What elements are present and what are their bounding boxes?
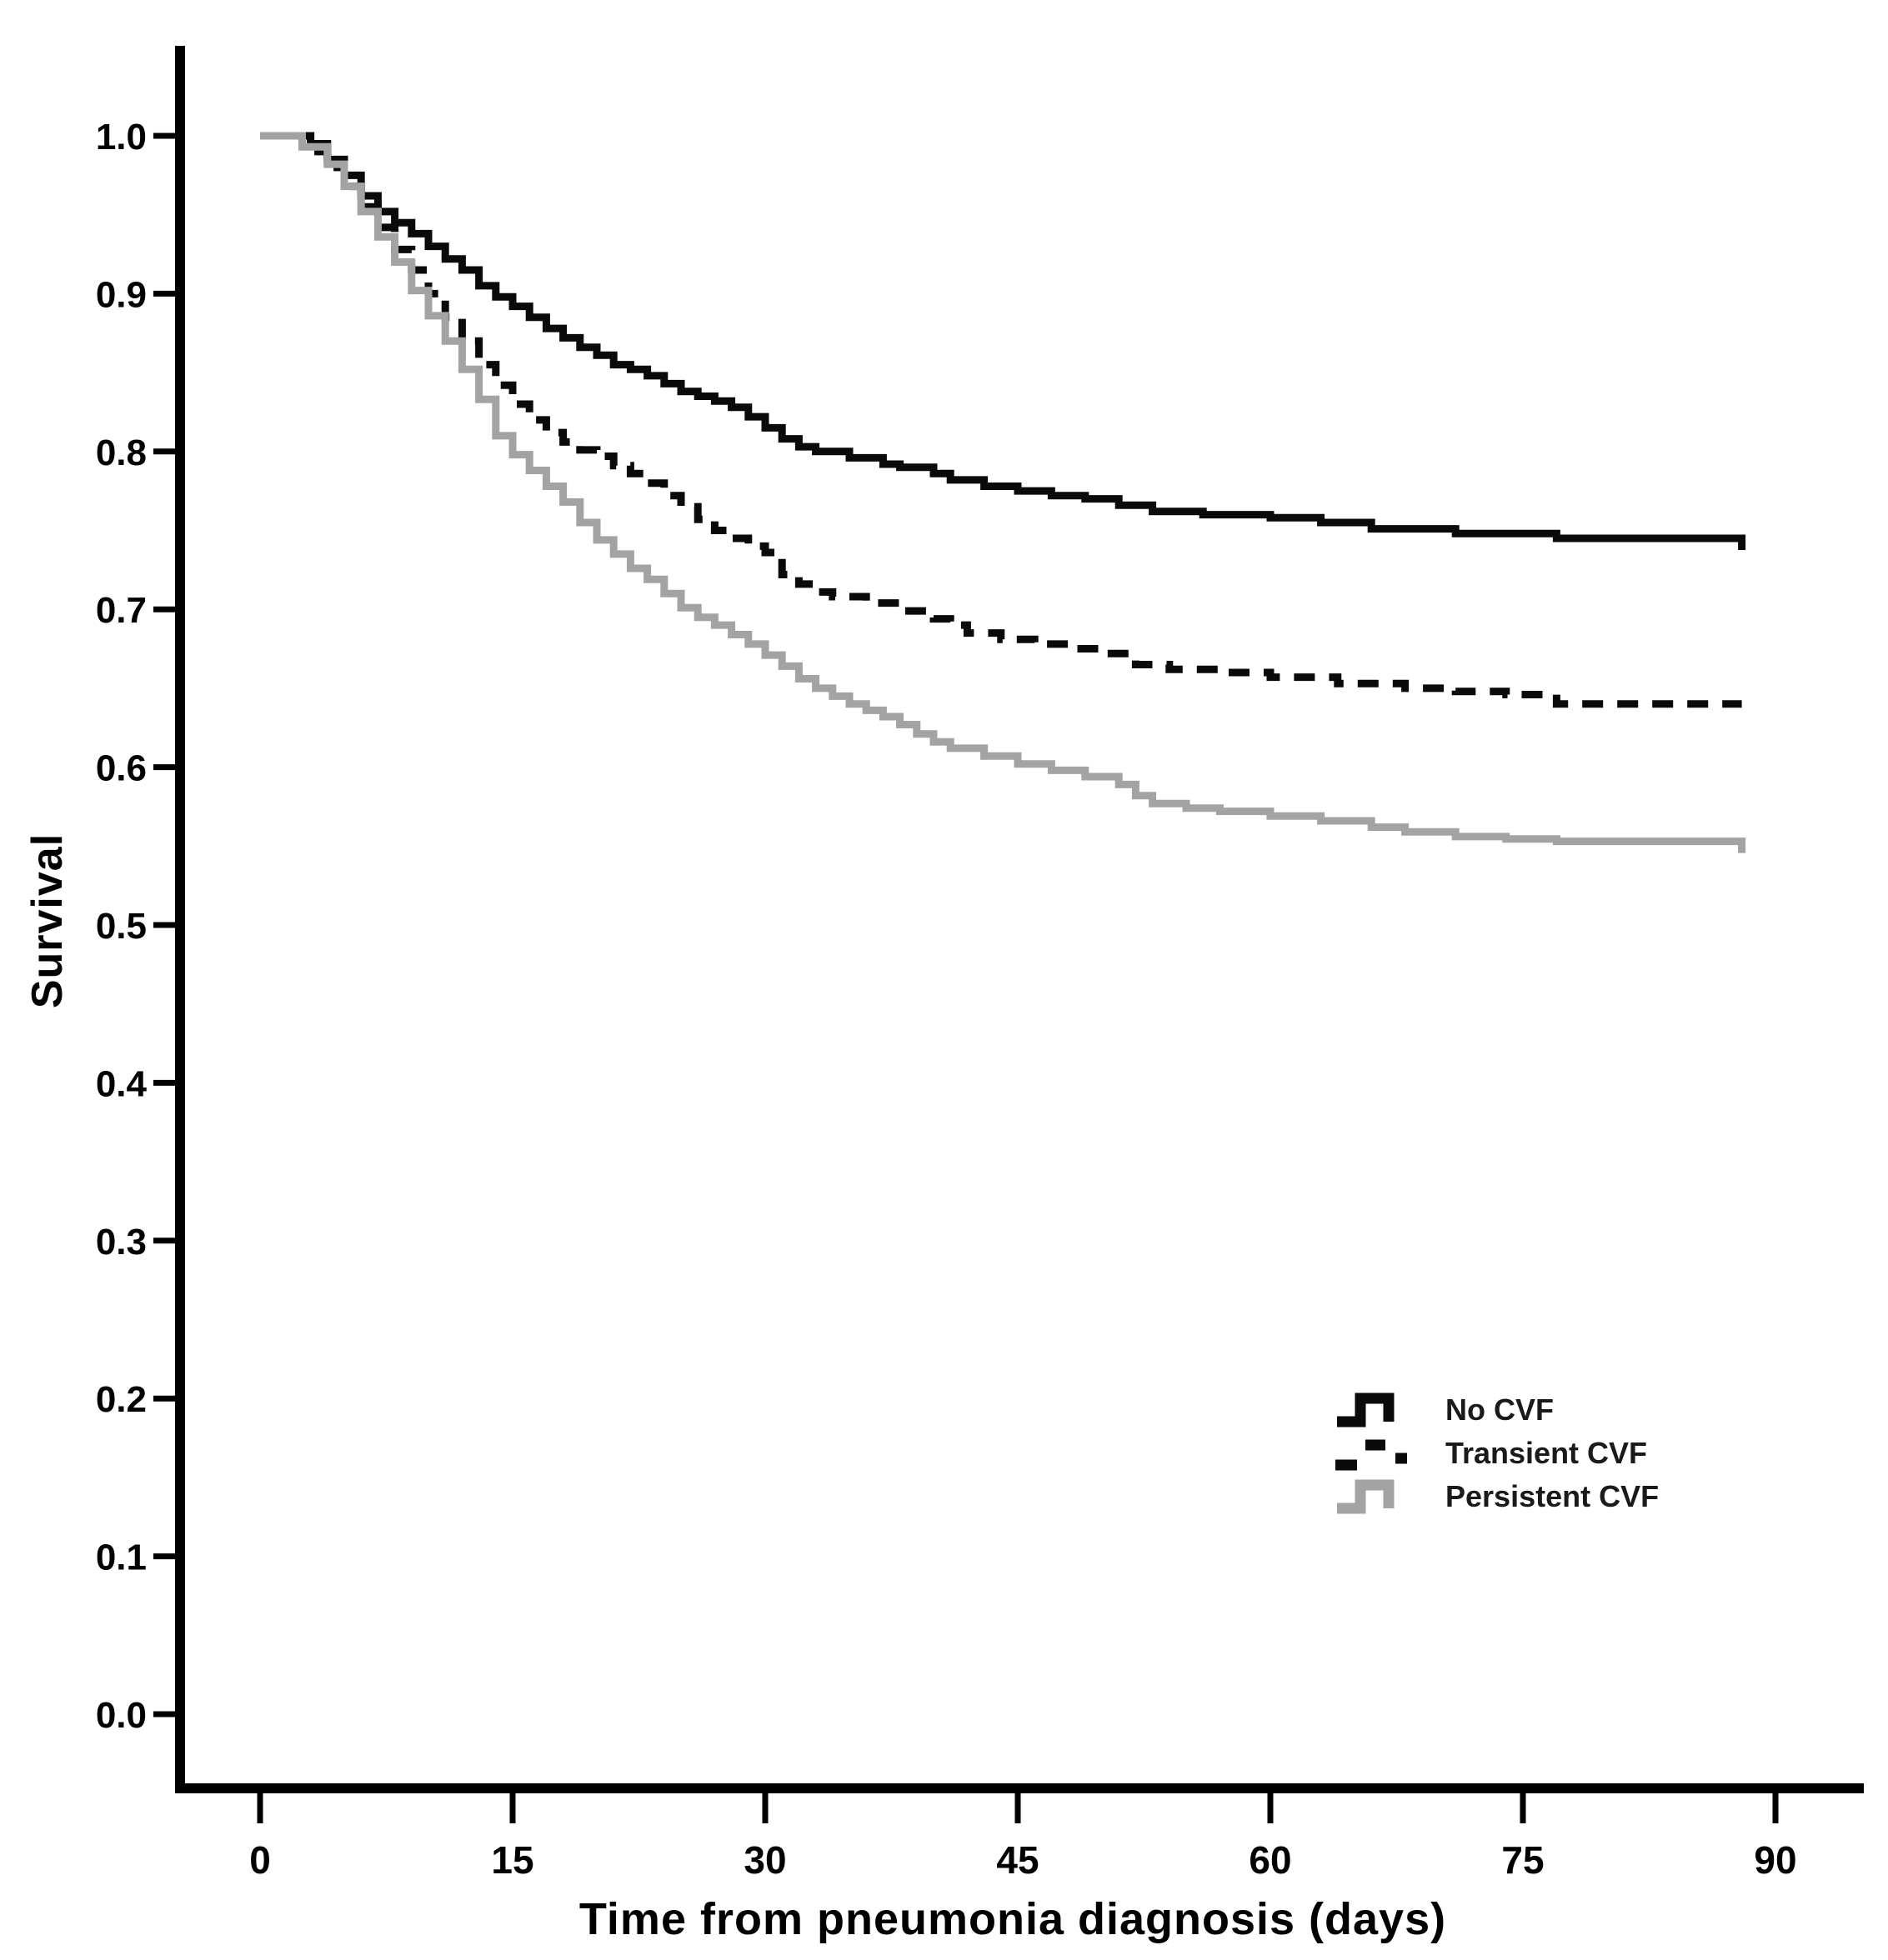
y-tick-label: 0.1: [96, 1538, 147, 1578]
legend: No CVF Transient CVF Persistent CVF: [1334, 1388, 1659, 1518]
x-tick-label: 45: [996, 1838, 1039, 1882]
y-tick-label: 0.8: [96, 432, 147, 473]
y-tick-label: 0.6: [96, 748, 147, 789]
y-tick-label: 0.2: [96, 1379, 147, 1420]
y-tick-label: 0.4: [96, 1063, 148, 1104]
x-tick-label: 30: [744, 1838, 786, 1882]
y-tick-label: 0.9: [96, 274, 147, 315]
legend-label: No CVF: [1445, 1392, 1554, 1427]
survival-curve-transient-cvf: [260, 132, 1742, 708]
y-tick-label: 0.3: [96, 1222, 147, 1262]
x-axis-title: Time from pneumonia diagnosis (days): [578, 1894, 1447, 1944]
x-tick-label: 60: [1249, 1838, 1291, 1882]
survival-curve-no-cvf: [260, 132, 1746, 550]
legend-label: Persistent CVF: [1445, 1479, 1660, 1513]
legend-item-no-cvf: No CVF: [1334, 1388, 1659, 1432]
y-tick-label: 0.0: [96, 1695, 147, 1736]
dashed-step-line-icon: [1335, 1439, 1407, 1471]
legend-item-transient-cvf: Transient CVF: [1334, 1432, 1659, 1475]
x-tick-label: 75: [1501, 1838, 1544, 1882]
survival-curve-persistent-cvf: [260, 132, 1746, 853]
legend-label: Transient CVF: [1445, 1436, 1648, 1470]
y-tick-label: 1.0: [96, 117, 147, 158]
x-tick-label: 90: [1754, 1838, 1796, 1882]
y-tick-label: 0.5: [96, 906, 147, 947]
x-tick-label: 15: [491, 1838, 533, 1882]
legend-item-persistent-cvf: Persistent CVF: [1334, 1475, 1659, 1518]
gray-step-line-icon: [1337, 1479, 1395, 1514]
y-axis-title: Survival: [23, 832, 72, 1009]
x-tick-label: 0: [249, 1838, 271, 1882]
y-tick-label: 0.7: [96, 590, 147, 631]
solid-step-line-icon: [1337, 1392, 1395, 1428]
